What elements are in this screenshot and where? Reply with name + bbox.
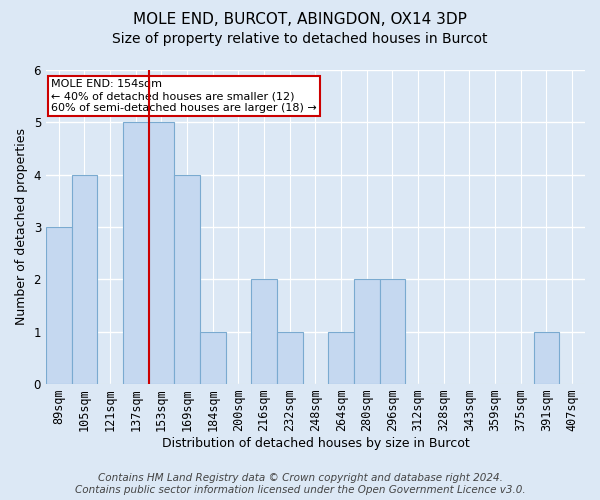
Bar [123, 122, 149, 384]
Bar [149, 122, 174, 384]
Bar [251, 279, 277, 384]
Bar [200, 332, 226, 384]
Bar [380, 279, 406, 384]
Text: MOLE END: 154sqm
← 40% of detached houses are smaller (12)
60% of semi-detached : MOLE END: 154sqm ← 40% of detached house… [52, 80, 317, 112]
Bar [354, 279, 380, 384]
Bar [277, 332, 302, 384]
Bar [46, 227, 71, 384]
Text: Size of property relative to detached houses in Burcot: Size of property relative to detached ho… [112, 32, 488, 46]
Bar [328, 332, 354, 384]
Bar [174, 174, 200, 384]
Bar [533, 332, 559, 384]
Text: Contains HM Land Registry data © Crown copyright and database right 2024.
Contai: Contains HM Land Registry data © Crown c… [74, 474, 526, 495]
Text: MOLE END, BURCOT, ABINGDON, OX14 3DP: MOLE END, BURCOT, ABINGDON, OX14 3DP [133, 12, 467, 28]
X-axis label: Distribution of detached houses by size in Burcot: Distribution of detached houses by size … [161, 437, 469, 450]
Y-axis label: Number of detached properties: Number of detached properties [15, 128, 28, 326]
Bar [71, 174, 97, 384]
